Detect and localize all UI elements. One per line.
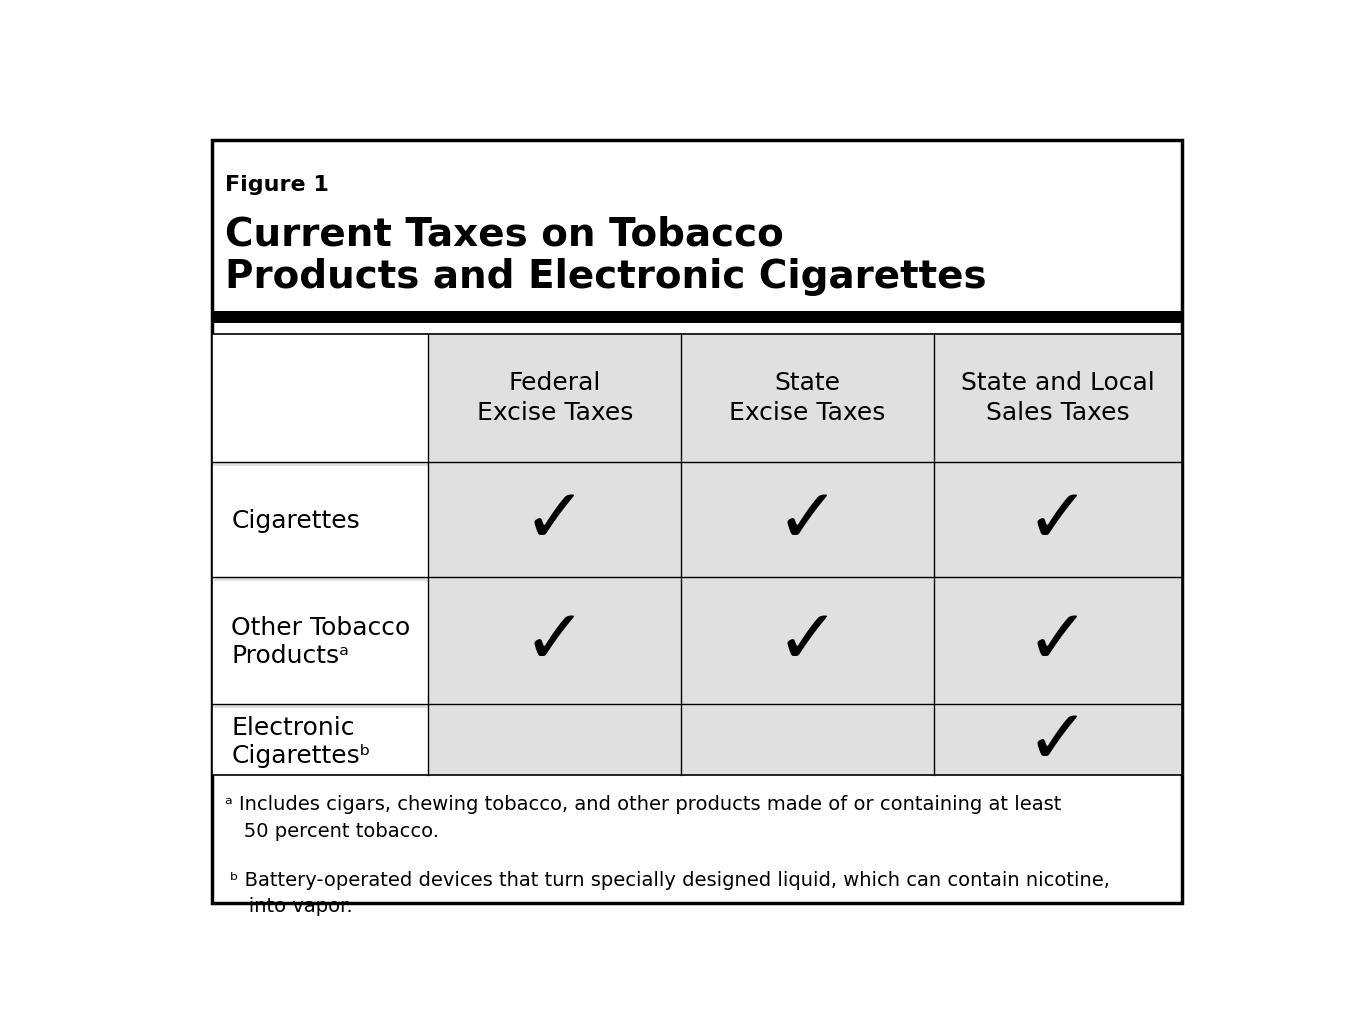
Bar — [212, 334, 1182, 775]
Bar — [212, 334, 428, 461]
Text: Figure 1: Figure 1 — [224, 175, 329, 195]
Text: Electronic
Cigarettesᵇ: Electronic Cigarettesᵇ — [231, 716, 371, 768]
Text: State
Excise Taxes: State Excise Taxes — [729, 372, 885, 425]
Bar — [212, 465, 428, 577]
Text: Other Tobacco
Productsᵃ: Other Tobacco Productsᵃ — [231, 616, 411, 669]
Bar — [212, 334, 1182, 775]
Text: ✓: ✓ — [775, 606, 839, 679]
Text: Current Taxes on Tobacco
Products and Electronic Cigarettes: Current Taxes on Tobacco Products and El… — [224, 216, 986, 296]
Text: Cigarettes: Cigarettes — [231, 509, 360, 534]
Text: ✓: ✓ — [1025, 484, 1089, 558]
Text: ✓: ✓ — [775, 484, 839, 558]
Text: ✓: ✓ — [1025, 705, 1089, 779]
Text: ᵃ Includes cigars, chewing tobacco, and other products made of or containing at : ᵃ Includes cigars, chewing tobacco, and … — [224, 796, 1061, 841]
Text: Federal
Excise Taxes: Federal Excise Taxes — [476, 372, 632, 425]
Text: State and Local
Sales Taxes: State and Local Sales Taxes — [962, 372, 1155, 425]
Text: ✓: ✓ — [522, 484, 586, 558]
Bar — [212, 581, 428, 704]
Bar — [212, 708, 428, 775]
Bar — [212, 311, 1182, 322]
Text: ✓: ✓ — [1025, 606, 1089, 679]
Text: ᵇ Battery-operated devices that turn specially designed liquid, which can contai: ᵇ Battery-operated devices that turn spe… — [230, 871, 1110, 916]
Text: ✓: ✓ — [522, 606, 586, 679]
